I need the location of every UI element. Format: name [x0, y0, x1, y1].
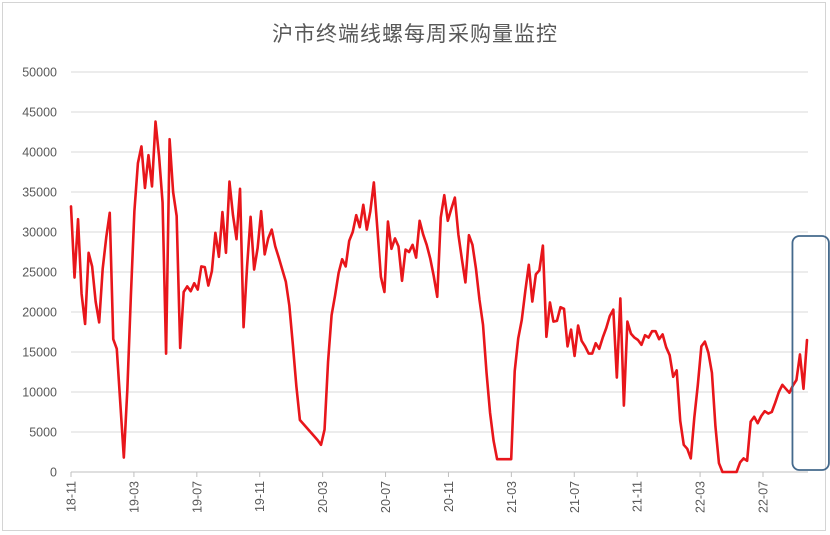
- x-tick-label: 19-07: [190, 481, 204, 513]
- series-line: [69, 120, 809, 474]
- y-tick-label: 5000: [29, 426, 57, 440]
- y-axis-ticks: 0 5000 10000 15000 20000 25000 30000 35000 40000…: [22, 66, 57, 480]
- highlight-box: [791, 235, 830, 471]
- y-tick-label: 45000: [22, 106, 57, 120]
- y-tick-label: 10000: [22, 386, 57, 400]
- y-tick-label: 20000: [22, 306, 57, 320]
- x-tick-label: 18-11: [65, 481, 79, 512]
- gridlines: [71, 71, 808, 433]
- x-axis-ticks: 18-11 19-03 19-07 19-11 20-03 20-07 20-11 21-03…: [65, 472, 771, 513]
- x-tick-label: 19-03: [127, 481, 141, 513]
- x-tick-label: 22-07: [757, 481, 771, 513]
- x-tick-label: 22-03: [694, 481, 708, 513]
- x-tick-label: 21-03: [505, 481, 519, 513]
- x-tick-label: 20-11: [442, 481, 456, 512]
- y-tick-label: 40000: [22, 146, 57, 160]
- x-tick-label: 20-03: [316, 481, 330, 513]
- x-tick-label: 20-07: [379, 481, 393, 513]
- x-tick-label: 21-11: [631, 481, 645, 512]
- y-tick-label: 15000: [22, 346, 57, 360]
- y-tick-label: 0: [50, 466, 57, 480]
- x-tick-label: 21-07: [568, 481, 582, 513]
- chart-title: 沪市终端线螺每周采购量监控: [272, 22, 558, 46]
- y-tick-label: 30000: [22, 226, 57, 240]
- y-tick-label: 25000: [22, 266, 57, 280]
- y-tick-label: 35000: [22, 186, 57, 200]
- y-tick-label: 50000: [22, 66, 57, 80]
- x-tick-label: 19-11: [253, 481, 267, 512]
